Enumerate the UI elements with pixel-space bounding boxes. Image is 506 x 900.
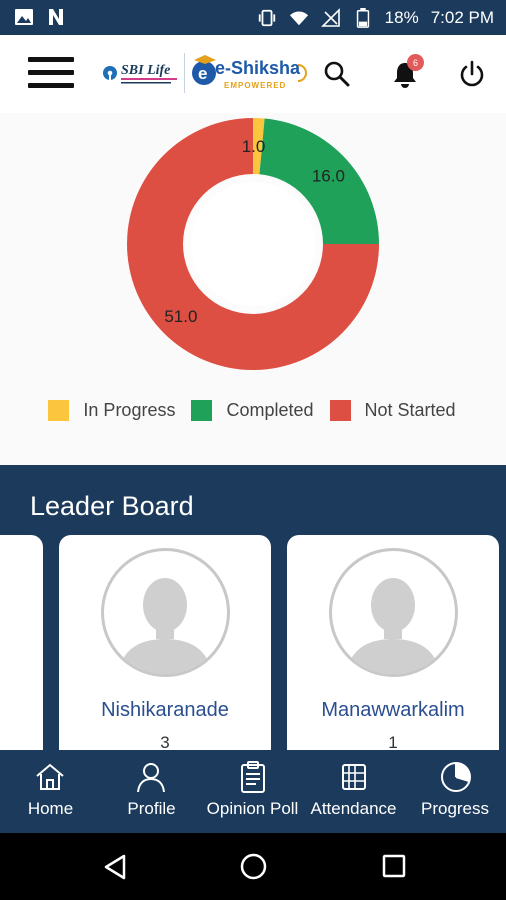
- donut-hole: [191, 182, 315, 306]
- nav-attendance[interactable]: Attendance: [303, 750, 404, 833]
- leader-rank: 3: [160, 733, 170, 750]
- avatar-placeholder-icon: [346, 578, 440, 674]
- legend-label: Completed: [226, 399, 314, 420]
- slice-in-progress[interactable]: [253, 118, 265, 175]
- bottom-nav: Home Profile Opinion Poll Attendance Pro…: [0, 750, 506, 833]
- profile-icon: [137, 763, 165, 793]
- legend-item-completed: Completed: [191, 399, 314, 421]
- battery-icon: [356, 7, 369, 28]
- svg-text:SBI Life: SBI Life: [121, 63, 170, 78]
- nav-label: Opinion Poll: [206, 799, 299, 818]
- recents-icon[interactable]: [381, 853, 407, 879]
- leader-card-partial[interactable]: [0, 535, 43, 750]
- legend-item-in-progress: In Progress: [48, 399, 176, 421]
- legend-swatch: [329, 399, 351, 421]
- battery-percent: 18%: [384, 7, 419, 27]
- legend-label: In Progress: [83, 399, 176, 420]
- attendance-icon: [342, 764, 366, 790]
- home-icon: [36, 763, 64, 790]
- pie-chart-icon: [441, 762, 471, 792]
- slice-label-completed: 16.0: [312, 166, 345, 185]
- legend-swatch: [48, 399, 70, 421]
- legend-label: Not Started: [364, 399, 456, 420]
- slice-label-in-progress: 1.0: [242, 137, 266, 156]
- leader-name: Manawwarkalim: [321, 699, 465, 721]
- progress-chart: 1.0 16.0 51.0 In Progress Completed Not St…: [0, 113, 506, 465]
- sbi-life-logo: SBI Life: [100, 53, 180, 93]
- clipboard-icon: [241, 761, 265, 793]
- power-icon[interactable]: [455, 57, 489, 91]
- donut-chart: 1.0 16.0 51.0: [127, 118, 379, 370]
- gallery-icon: [15, 9, 33, 25]
- avatar: [329, 548, 458, 677]
- nav-profile[interactable]: Profile: [101, 750, 202, 833]
- svg-text:e: e: [198, 64, 207, 83]
- nav-label: Profile: [127, 799, 176, 818]
- legend-swatch: [191, 399, 213, 421]
- leader-board-title: Leader Board: [30, 491, 194, 521]
- no-signal-icon: [320, 7, 340, 27]
- nav-label: Home: [27, 799, 74, 818]
- menu-icon[interactable]: [28, 57, 76, 91]
- slice-not-started[interactable]: [127, 118, 379, 370]
- notification-badge: 6: [407, 54, 424, 71]
- leader-name: Nishikaranade: [101, 699, 229, 721]
- nav-opinion-poll[interactable]: Opinion Poll: [202, 750, 303, 833]
- search-icon[interactable]: [320, 57, 354, 91]
- app-header: SBI Life e e-Shiksha EMPOWERED 6: [0, 35, 506, 113]
- nav-label: Attendance: [310, 799, 397, 818]
- home-circle-icon[interactable]: [239, 852, 268, 881]
- netflix-n-icon: [49, 9, 63, 25]
- chart-legend: In Progress Completed Not Started: [0, 397, 506, 423]
- legend-item-not-started: Not Started: [329, 399, 456, 421]
- slice-label-not-started: 51.0: [164, 307, 197, 326]
- nav-label: Progress: [420, 799, 490, 818]
- leader-board: Leader Board Nishikaranade 3 Manawwarkal…: [0, 465, 506, 750]
- vibrate-icon: [258, 9, 275, 26]
- e-shiksha-tagline: EMPOWERED: [224, 81, 287, 90]
- nav-home[interactable]: Home: [0, 750, 101, 833]
- leader-rank: 1: [388, 733, 398, 750]
- avatar: [101, 548, 230, 677]
- e-shiksha-wordmark: e-Shiksha: [215, 58, 301, 78]
- logo-divider: [184, 53, 185, 93]
- leader-card[interactable]: Nishikaranade 3: [59, 535, 271, 750]
- status-bar: 18% 7:02 PM: [0, 0, 506, 35]
- slice-completed[interactable]: [259, 118, 379, 244]
- e-shiksha-logo: e e-Shiksha EMPOWERED: [190, 51, 310, 95]
- notifications-button[interactable]: 6: [388, 54, 424, 91]
- nav-progress[interactable]: Progress: [404, 750, 506, 833]
- wifi-icon: [289, 10, 308, 25]
- avatar-placeholder-icon: [118, 578, 212, 674]
- back-icon[interactable]: [102, 853, 130, 881]
- leader-card[interactable]: Manawwarkalim 1: [287, 535, 499, 750]
- android-nav-bar: [0, 833, 506, 900]
- clock: 7:02 PM: [430, 7, 494, 27]
